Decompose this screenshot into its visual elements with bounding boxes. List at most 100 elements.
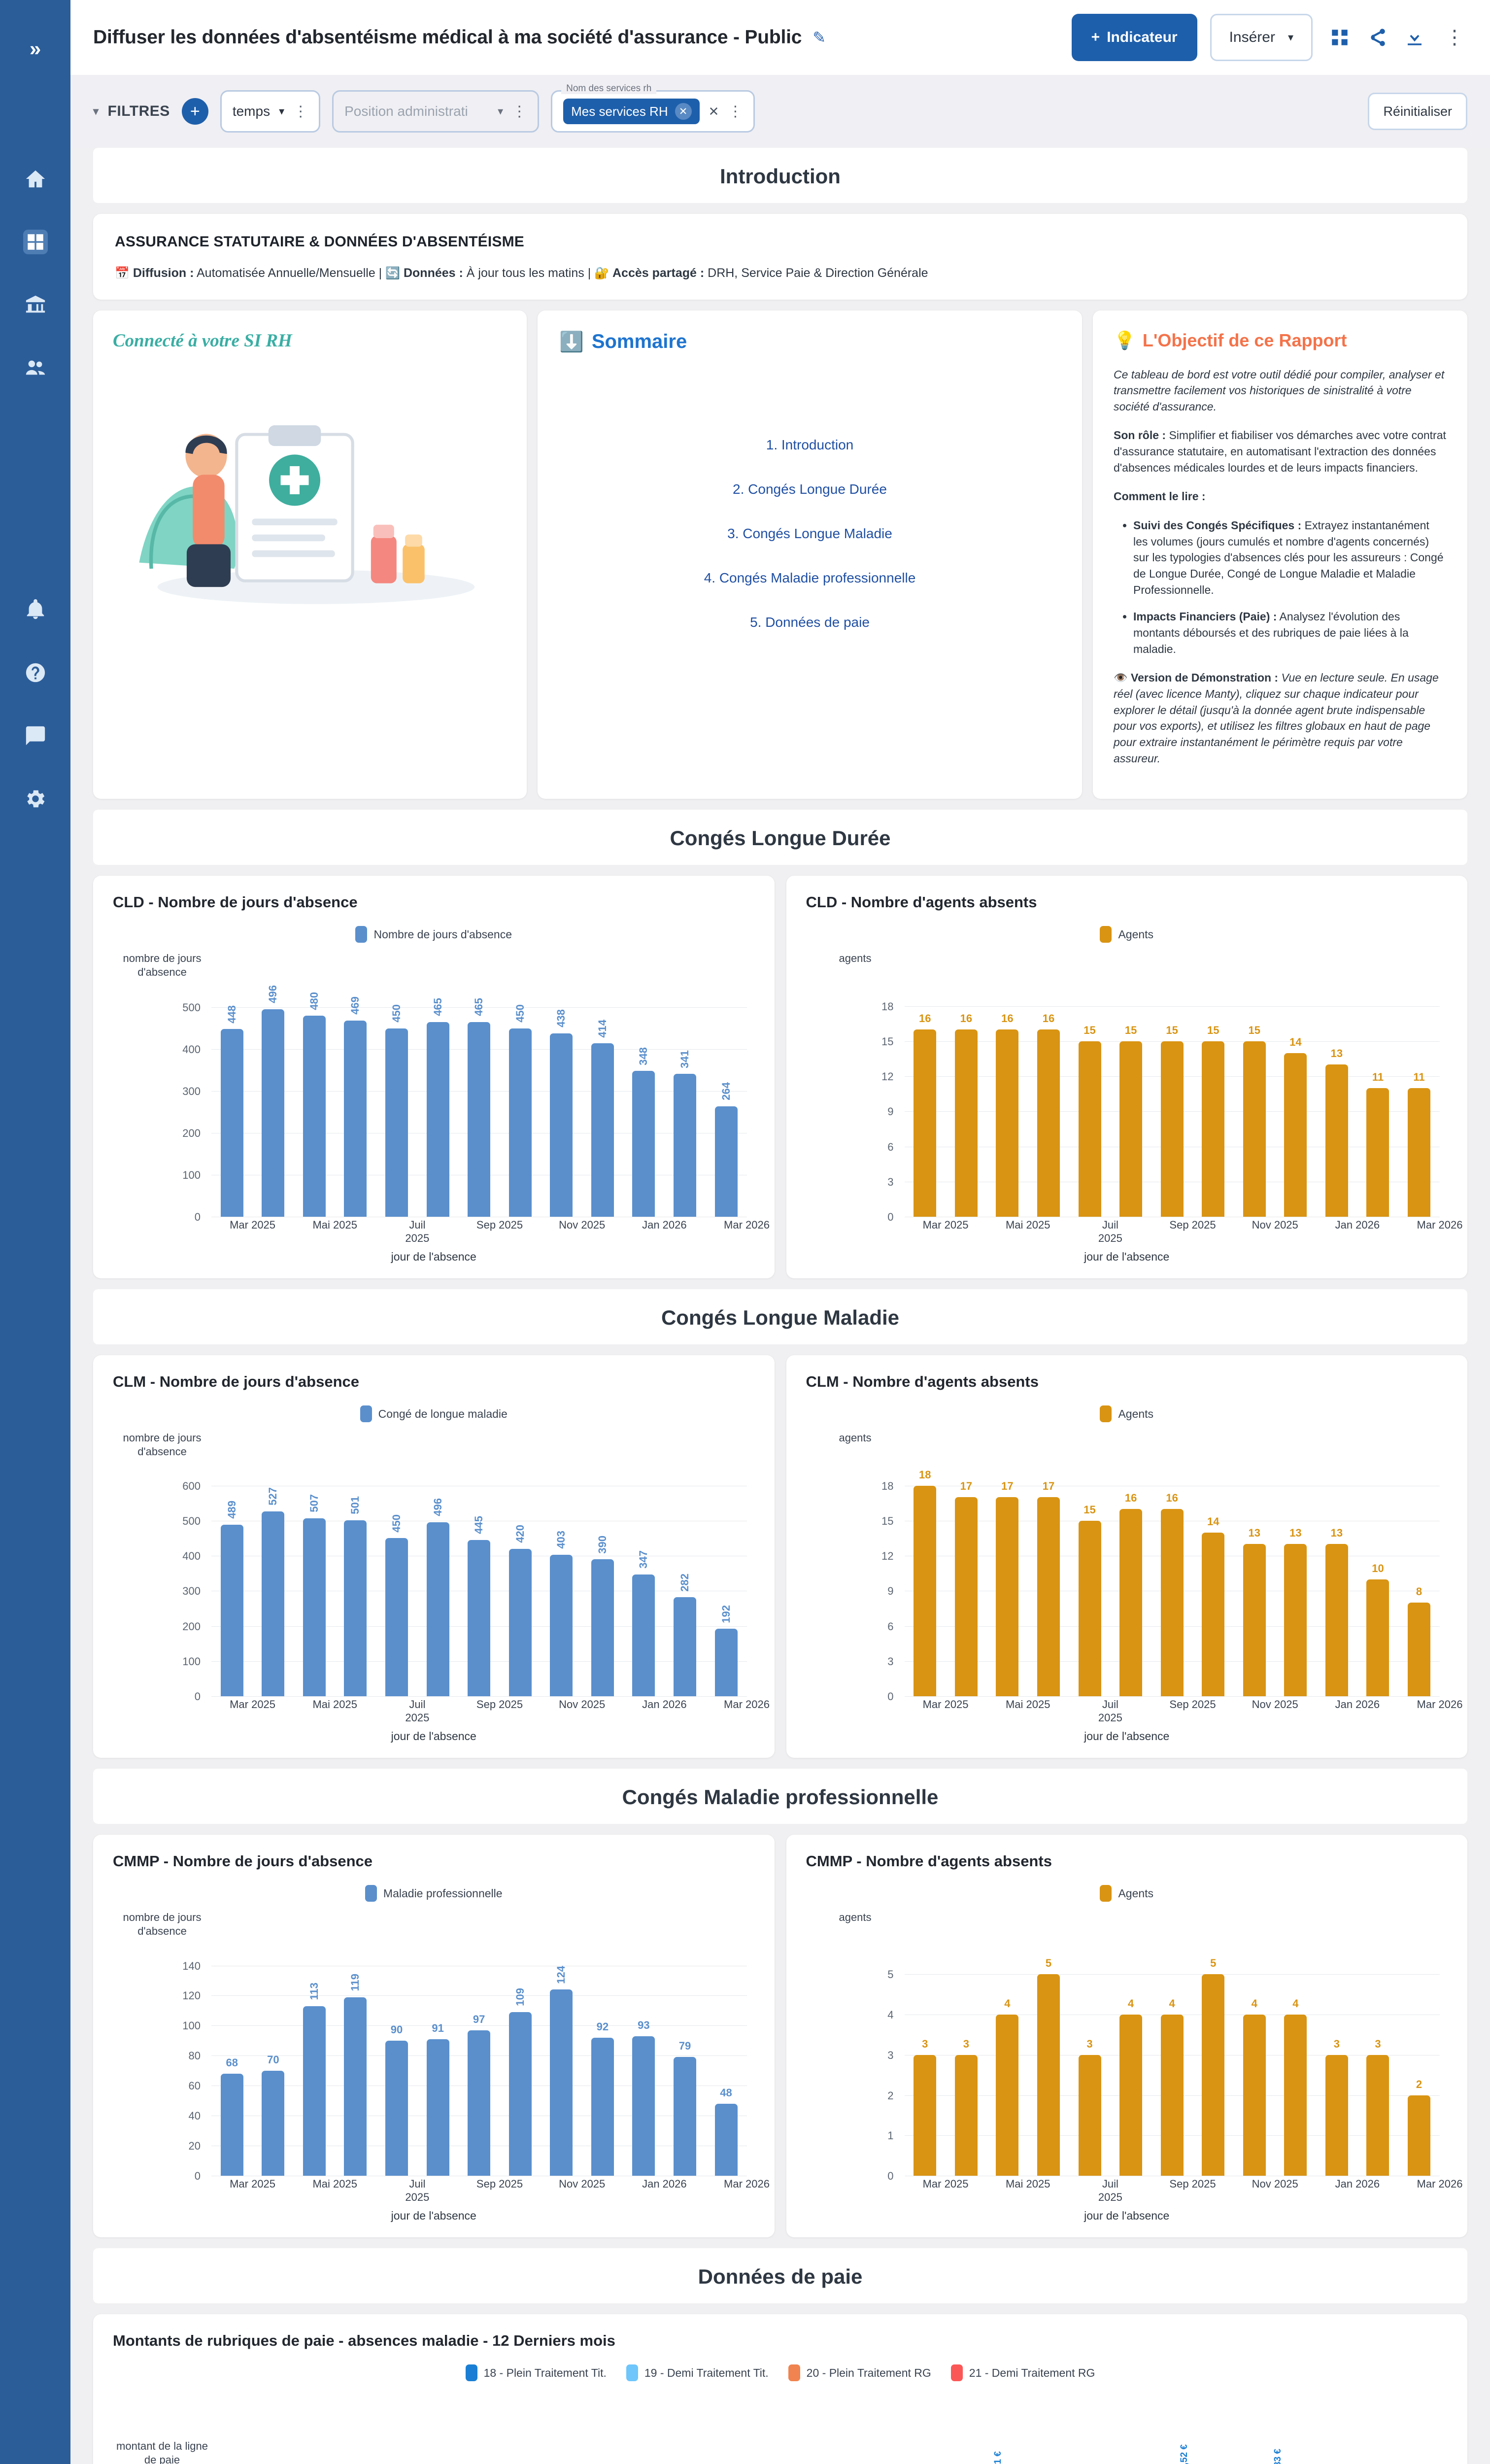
- bar[interactable]: 527: [262, 1487, 285, 1697]
- filter-tag-services[interactable]: Mes services RH ✕: [563, 99, 700, 124]
- bell-icon[interactable]: [23, 597, 48, 622]
- bar[interactable]: 3: [1325, 2038, 1348, 2176]
- bar[interactable]: 5: [1037, 1957, 1060, 2176]
- clear-filter-icon[interactable]: ✕: [708, 103, 719, 119]
- bar[interactable]: 15: [1243, 1024, 1266, 1217]
- bar[interactable]: 91: [426, 2022, 449, 2176]
- bar[interactable]: 48: [714, 2087, 738, 2176]
- download-icon[interactable]: [1404, 27, 1425, 48]
- chart-clm-agents[interactable]: CLM - Nombre d'agents absents Agents age…: [786, 1355, 1467, 1758]
- bar[interactable]: 414: [591, 1020, 614, 1217]
- bar[interactable]: 16: [1119, 1492, 1143, 1697]
- bar[interactable]: 119: [344, 1974, 367, 2176]
- reset-filters-button[interactable]: Réinitialiser: [1368, 93, 1467, 130]
- bar[interactable]: 420: [508, 1525, 532, 1697]
- bar[interactable]: 15: [1119, 1024, 1143, 1217]
- more-vertical-icon[interactable]: ⋮: [512, 103, 527, 120]
- bar[interactable]: 17: [954, 1480, 978, 1697]
- filter-chip-position[interactable]: Position administrati ▾ ⋮: [332, 90, 540, 133]
- legend-item[interactable]: Agents: [1100, 1885, 1153, 1902]
- grid-apps-icon[interactable]: [1329, 27, 1350, 48]
- bar[interactable]: 15: [1078, 1024, 1101, 1217]
- chart-clm-jours[interactable]: CLM - Nombre de jours d'absence Congé de…: [93, 1355, 775, 1758]
- chat-icon[interactable]: [23, 723, 48, 748]
- bar[interactable]: 4: [1119, 1997, 1143, 2176]
- legend-item[interactable]: Agents: [1100, 1405, 1153, 1423]
- bar[interactable]: 70: [262, 2053, 285, 2176]
- bar[interactable]: 4: [1243, 1997, 1266, 2176]
- bar[interactable]: 16: [954, 1012, 978, 1217]
- bar[interactable]: 192: [714, 1605, 738, 1697]
- bar[interactable]: 496: [426, 1498, 449, 1697]
- more-vertical-icon[interactable]: ⋮: [728, 103, 743, 120]
- bar[interactable]: 97: [468, 2013, 491, 2176]
- bar[interactable]: 13: [1325, 1047, 1348, 1217]
- bar[interactable]: 8: [1408, 1585, 1431, 1697]
- filter-chip-services[interactable]: Nom des services rh Mes services RH ✕ ✕ …: [551, 83, 755, 133]
- bar[interactable]: 465: [426, 998, 449, 1217]
- legend-item[interactable]: Agents: [1100, 926, 1153, 943]
- bar[interactable]: 347: [632, 1550, 655, 1697]
- bar[interactable]: 450: [385, 1004, 408, 1217]
- bar[interactable]: 4: [1160, 1997, 1184, 2176]
- bar[interactable]: 92: [591, 2020, 614, 2176]
- bar[interactable]: 13: [1243, 1527, 1266, 1697]
- bar[interactable]: 450: [508, 1004, 532, 1217]
- bar[interactable]: 14: [1284, 1036, 1307, 1217]
- filters-toggle[interactable]: ▾ FILTRES: [93, 103, 170, 120]
- bar[interactable]: 15: [1078, 1504, 1101, 1697]
- bar[interactable]: 124: [550, 1966, 573, 2176]
- bar[interactable]: 16: [914, 1012, 937, 1217]
- bar[interactable]: 90: [385, 2023, 408, 2176]
- bar[interactable]: 469: [344, 996, 367, 1217]
- bar[interactable]: 264: [714, 1082, 738, 1217]
- users-icon[interactable]: [23, 356, 48, 380]
- dashboard-grid-icon[interactable]: [23, 230, 48, 254]
- summary-link-5[interactable]: 5. Données de paie: [750, 614, 870, 630]
- bar[interactable]: 282: [673, 1574, 696, 1697]
- bar[interactable]: 16: [1037, 1012, 1060, 1217]
- bar[interactable]: 17: [1037, 1480, 1060, 1697]
- bar[interactable]: 13: [1325, 1527, 1348, 1697]
- bar[interactable]: 4: [1284, 1997, 1307, 2176]
- filter-chip-temps[interactable]: temps ▾ ⋮: [220, 90, 321, 133]
- bar[interactable]: 5: [1202, 1957, 1225, 2176]
- bar[interactable]: 4: [996, 1997, 1019, 2176]
- bar[interactable]: 341: [673, 1050, 696, 1217]
- bar[interactable]: 390: [591, 1536, 614, 1697]
- inserer-button[interactable]: Insérer ▾: [1210, 14, 1313, 61]
- bar[interactable]: 448: [220, 1005, 243, 1217]
- add-filter-button[interactable]: +: [181, 98, 208, 125]
- bar[interactable]: 68: [220, 2056, 243, 2176]
- legend-item[interactable]: 21 - Demi Traitement RG: [950, 2364, 1095, 2382]
- chart-cmmp-jours[interactable]: CMMP - Nombre de jours d'absence Maladie…: [93, 1835, 775, 2238]
- bar[interactable]: 18: [914, 1469, 937, 1697]
- bar[interactable]: 10: [1366, 1562, 1389, 1697]
- legend-item[interactable]: Congé de longue maladie: [360, 1405, 508, 1423]
- bar[interactable]: 93: [632, 2019, 655, 2176]
- chart-paie-12mois[interactable]: Montants de rubriques de paie - absences…: [93, 2314, 1467, 2464]
- bar[interactable]: 15: [1160, 1024, 1184, 1217]
- bar[interactable]: 113: [303, 1983, 326, 2176]
- bar[interactable]: 79: [673, 2040, 696, 2176]
- summary-link-4[interactable]: 4. Congés Maladie professionnelle: [704, 570, 916, 585]
- bar[interactable]: 13: [1284, 1527, 1307, 1697]
- bar[interactable]: 11: [1408, 1071, 1431, 1217]
- bar[interactable]: 16: [1160, 1492, 1184, 1697]
- bar[interactable]: 403: [550, 1531, 573, 1697]
- bar[interactable]: 3: [914, 2038, 937, 2176]
- bar[interactable]: 450: [385, 1514, 408, 1697]
- legend-item[interactable]: 19 - Demi Traitement Tit.: [626, 2364, 769, 2382]
- bar[interactable]: 348: [632, 1047, 655, 1217]
- bar[interactable]: 109: [508, 1988, 532, 2176]
- legend-item[interactable]: Maladie professionnelle: [365, 1885, 503, 1902]
- bar[interactable]: 2: [1408, 2078, 1431, 2176]
- chart-cmmp-agents[interactable]: CMMP - Nombre d'agents absents Agents ag…: [786, 1835, 1467, 2238]
- bar[interactable]: 438: [550, 1009, 573, 1217]
- bar[interactable]: 15: [1202, 1024, 1225, 1217]
- bar[interactable]: 507: [303, 1494, 326, 1697]
- summary-link-2[interactable]: 2. Congés Longue Durée: [733, 481, 887, 497]
- bar[interactable]: 489: [220, 1501, 243, 1697]
- bar[interactable]: 3: [954, 2038, 978, 2176]
- legend-item[interactable]: Nombre de jours d'absence: [355, 926, 512, 943]
